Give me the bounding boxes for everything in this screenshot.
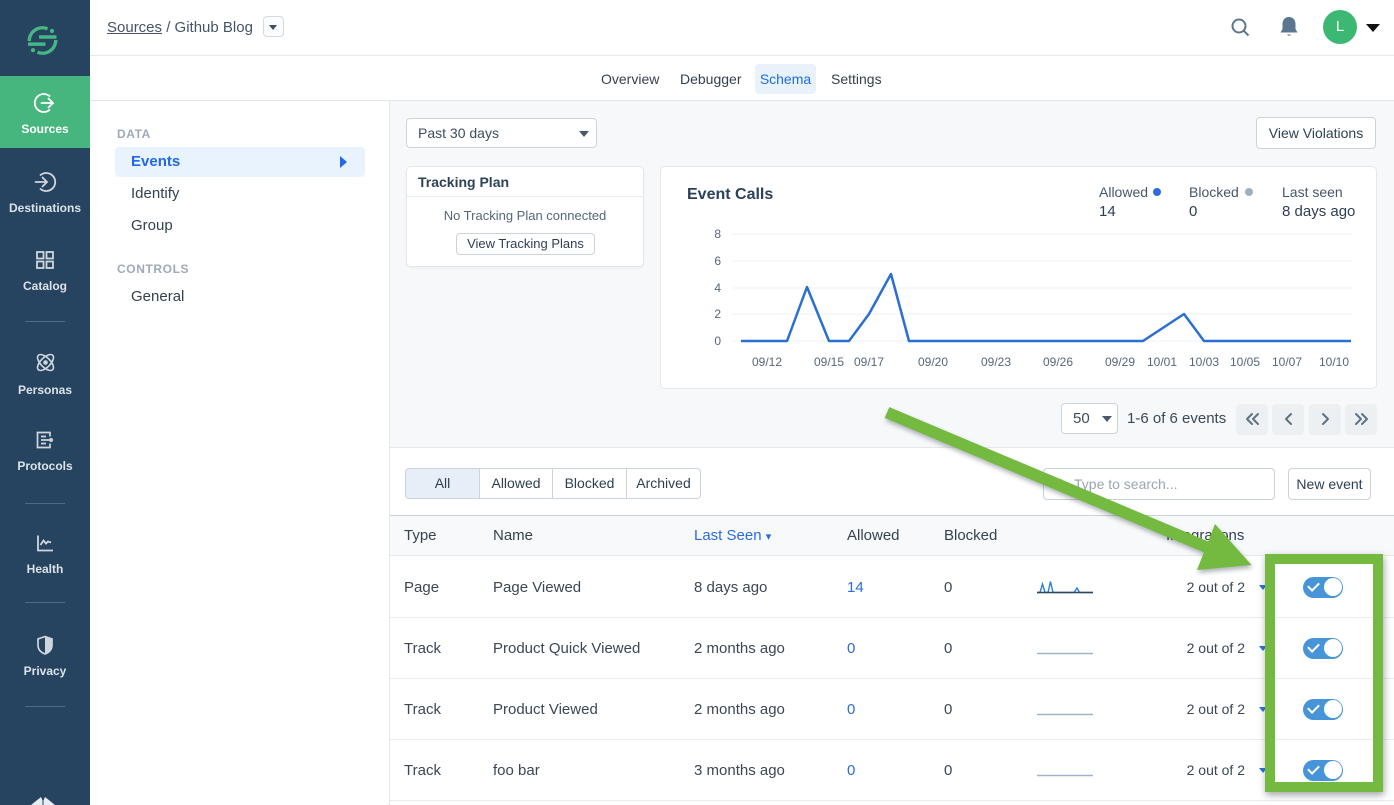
svg-text:10/05: 10/05 [1230, 355, 1260, 369]
svg-text:Blocked: Blocked [1189, 184, 1239, 200]
svg-text:09/29: 09/29 [1105, 355, 1135, 369]
svg-text:09/20: 09/20 [918, 355, 948, 369]
svg-text:Last seen: Last seen [1282, 184, 1343, 200]
svg-text:09/12: 09/12 [752, 355, 782, 369]
svg-text:10/10: 10/10 [1319, 355, 1349, 369]
svg-text:6: 6 [714, 254, 721, 268]
svg-text:09/23: 09/23 [981, 355, 1011, 369]
svg-text:2: 2 [714, 307, 721, 321]
svg-text:09/17: 09/17 [854, 355, 884, 369]
svg-text:Event Calls: Event Calls [687, 186, 773, 203]
svg-text:10/03: 10/03 [1189, 355, 1219, 369]
svg-text:10/01: 10/01 [1147, 355, 1177, 369]
svg-text:8 days ago: 8 days ago [1282, 203, 1355, 220]
svg-text:09/26: 09/26 [1043, 355, 1073, 369]
svg-text:0: 0 [714, 334, 721, 348]
svg-text:14: 14 [1099, 203, 1116, 220]
svg-text:8: 8 [714, 227, 721, 241]
svg-text:0: 0 [1189, 203, 1197, 220]
svg-text:4: 4 [714, 281, 721, 295]
svg-text:09/15: 09/15 [814, 355, 844, 369]
svg-text:Allowed: Allowed [1099, 184, 1148, 200]
svg-text:10/07: 10/07 [1272, 355, 1302, 369]
